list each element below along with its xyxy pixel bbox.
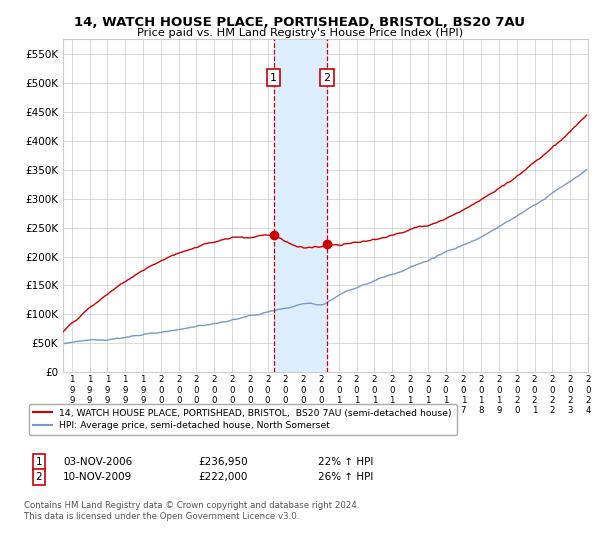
Text: Contains HM Land Registry data © Crown copyright and database right 2024.
This d: Contains HM Land Registry data © Crown c… xyxy=(24,501,359,521)
Legend: 14, WATCH HOUSE PLACE, PORTISHEAD, BRISTOL,  BS20 7AU (semi-detached house), HPI: 14, WATCH HOUSE PLACE, PORTISHEAD, BRIST… xyxy=(29,404,457,435)
Bar xyxy=(274,39,327,372)
Text: Price paid vs. HM Land Registry's House Price Index (HPI): Price paid vs. HM Land Registry's House … xyxy=(137,28,463,38)
Text: 1: 1 xyxy=(270,72,277,82)
Text: 03-NOV-2006: 03-NOV-2006 xyxy=(63,457,132,467)
Text: £236,950: £236,950 xyxy=(198,457,248,467)
Text: 26% ↑ HPI: 26% ↑ HPI xyxy=(318,472,373,482)
Text: 22% ↑ HPI: 22% ↑ HPI xyxy=(318,457,373,467)
Text: 2: 2 xyxy=(323,72,331,82)
Text: 2: 2 xyxy=(35,472,43,482)
Text: 1: 1 xyxy=(35,457,43,467)
Text: 10-NOV-2009: 10-NOV-2009 xyxy=(63,472,132,482)
Text: £222,000: £222,000 xyxy=(198,472,247,482)
Text: 14, WATCH HOUSE PLACE, PORTISHEAD, BRISTOL, BS20 7AU: 14, WATCH HOUSE PLACE, PORTISHEAD, BRIST… xyxy=(74,16,526,29)
